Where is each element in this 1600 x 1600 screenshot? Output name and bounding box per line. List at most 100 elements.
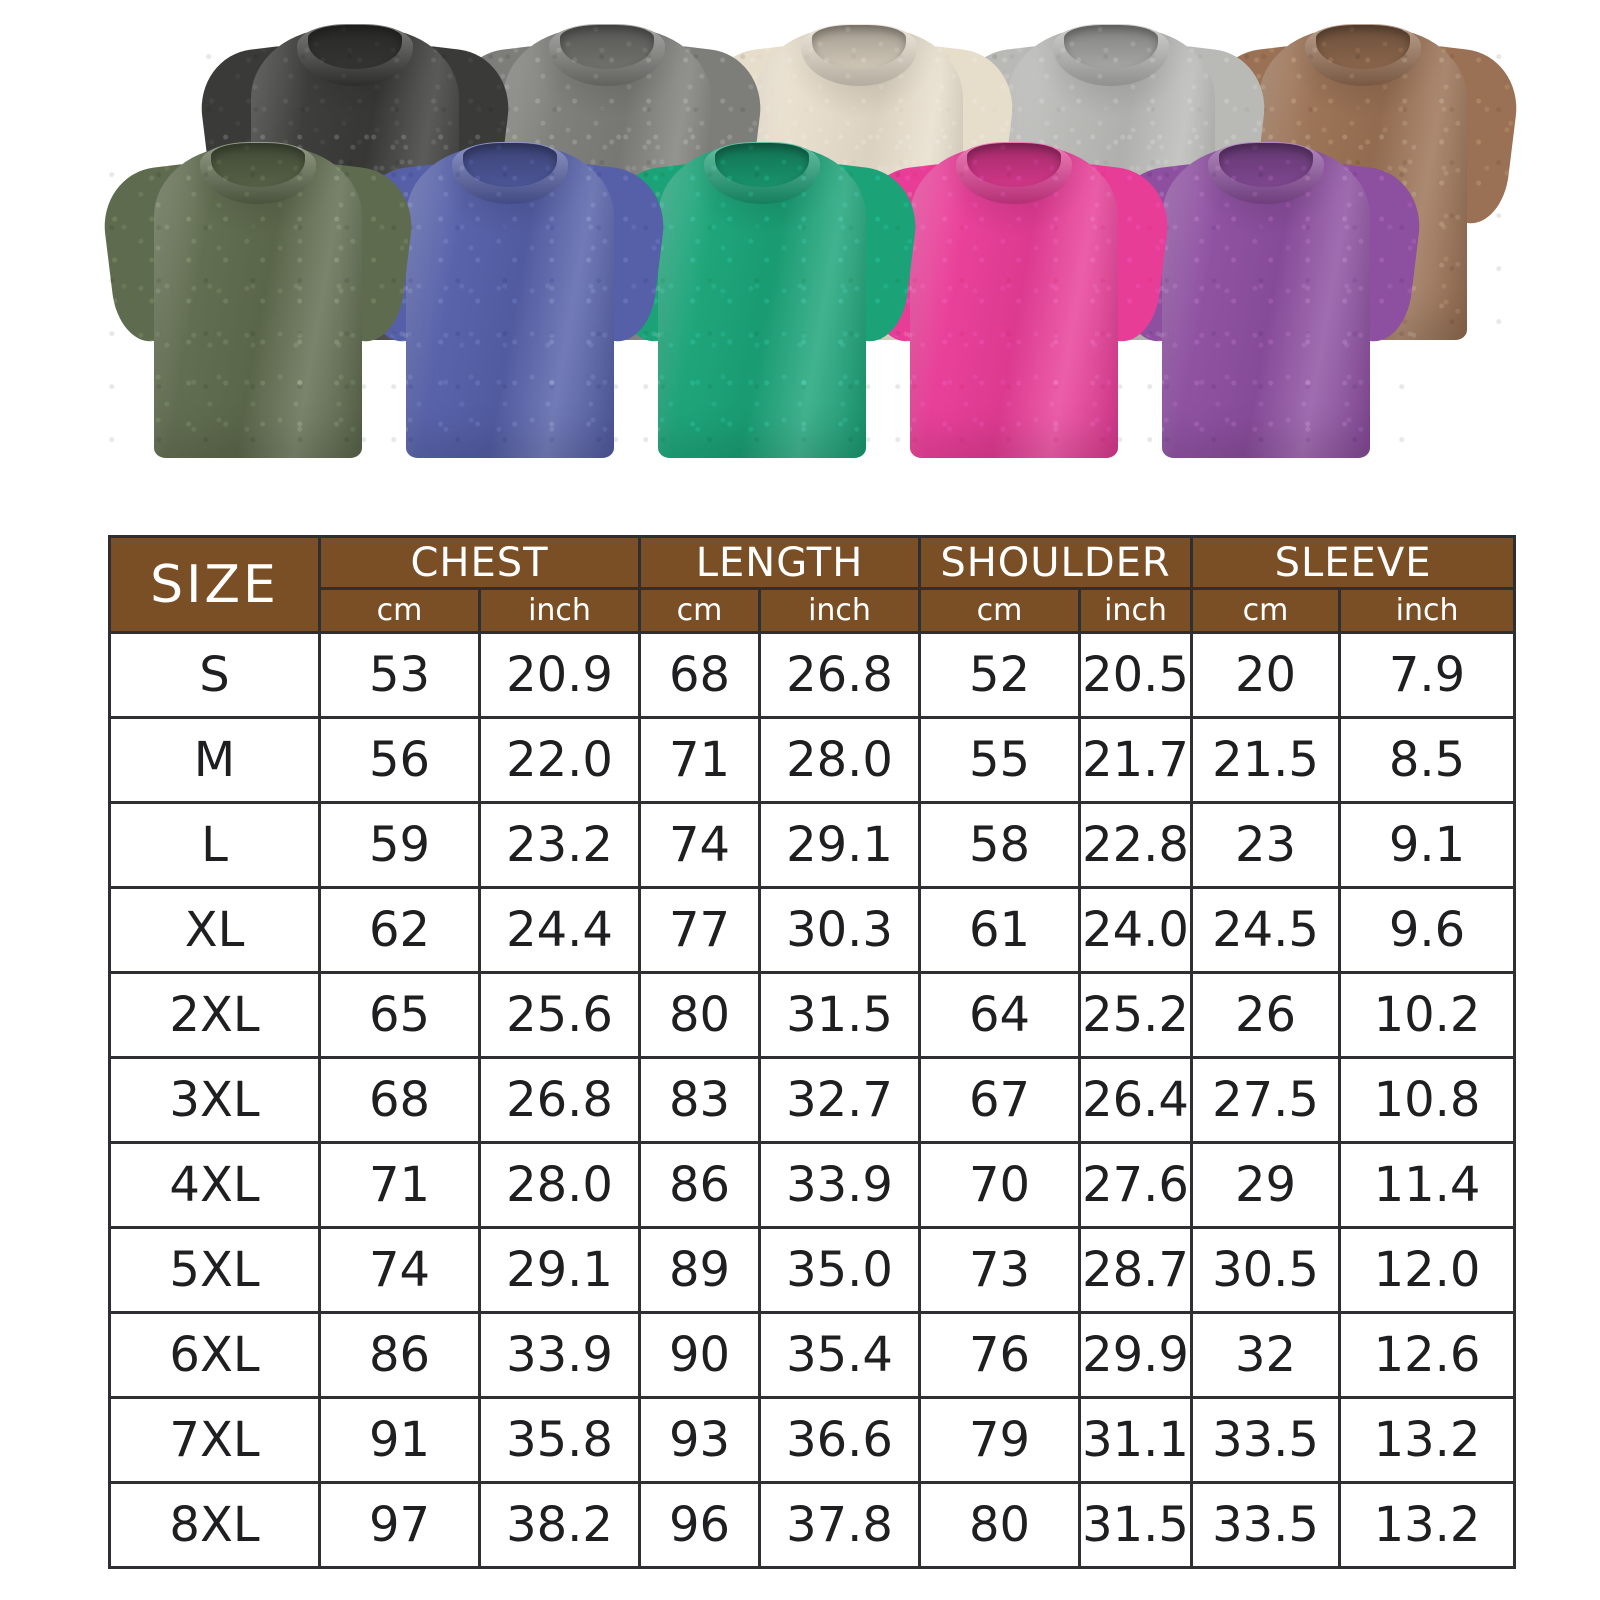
- shirt-body: [406, 146, 614, 458]
- cell-measurement: 33.5: [1190, 1481, 1342, 1569]
- cell-measurement: 28.0: [477, 1141, 642, 1229]
- cell-measurement: 56: [318, 716, 481, 804]
- cell-measurement: 38.2: [477, 1481, 642, 1569]
- cell-size: 8XL: [108, 1481, 321, 1569]
- cell-measurement: 89: [638, 1226, 762, 1314]
- cell-size: 2XL: [108, 971, 321, 1059]
- header-sleeve: SLEEVE: [1190, 535, 1517, 590]
- cell-measurement: 73: [918, 1226, 1082, 1314]
- cell-size: XL: [108, 886, 321, 974]
- cell-measurement: 74: [318, 1226, 481, 1314]
- cell-measurement: 20.9: [477, 631, 642, 719]
- table-row: S 53 20.9 68 26.8 52 20.5 20 7.9: [108, 631, 1517, 719]
- cell-measurement: 64: [918, 971, 1082, 1059]
- table-row: 7XL 91 35.8 93 36.6 79 31.1 33.5 13.2: [108, 1396, 1517, 1484]
- cell-measurement: 33.5: [1190, 1396, 1342, 1484]
- cell-size: 7XL: [108, 1396, 321, 1484]
- cell-measurement: 53: [318, 631, 481, 719]
- cell-measurement: 61: [918, 886, 1082, 974]
- cell-measurement: 37.8: [758, 1481, 922, 1569]
- collar-opening: [715, 143, 809, 187]
- cell-measurement: 24.5: [1190, 886, 1342, 974]
- collar-opening: [1064, 25, 1158, 69]
- cell-measurement: 12.0: [1338, 1226, 1517, 1314]
- cell-size: S: [108, 631, 321, 719]
- cell-measurement: 30.5: [1190, 1226, 1342, 1314]
- collar-opening: [211, 143, 305, 187]
- cell-measurement: 31.5: [758, 971, 922, 1059]
- collar-opening: [812, 25, 906, 69]
- cell-measurement: 23: [1190, 801, 1342, 889]
- cell-size: 4XL: [108, 1141, 321, 1229]
- cell-measurement: 27.6: [1078, 1141, 1194, 1229]
- cell-measurement: 12.6: [1338, 1311, 1517, 1399]
- cell-measurement: 9.6: [1338, 886, 1517, 974]
- cell-measurement: 9.1: [1338, 801, 1517, 889]
- cell-size: 5XL: [108, 1226, 321, 1314]
- cell-measurement: 52: [918, 631, 1082, 719]
- cell-size: L: [108, 801, 321, 889]
- cell-measurement: 21.5: [1190, 716, 1342, 804]
- olive-washed-tee: [97, 128, 419, 458]
- collar-opening: [1219, 143, 1313, 187]
- header-unit-chest-inch: inch: [477, 587, 642, 634]
- cell-measurement: 33.9: [758, 1141, 922, 1229]
- cell-measurement: 30.3: [758, 886, 922, 974]
- cell-size: 6XL: [108, 1311, 321, 1399]
- table-row: 6XL 86 33.9 90 35.4 76 29.9 32 12.6: [108, 1311, 1517, 1399]
- cell-measurement: 22.0: [477, 716, 642, 804]
- table-row: 2XL 65 25.6 80 31.5 64 25.2 26 10.2: [108, 971, 1517, 1059]
- cell-measurement: 93: [638, 1396, 762, 1484]
- header-length: LENGTH: [638, 535, 922, 590]
- cell-measurement: 55: [918, 716, 1082, 804]
- cell-measurement: 26.8: [477, 1056, 642, 1144]
- header-unit-sleeve-cm: cm: [1190, 587, 1342, 634]
- table-row: 5XL 74 29.1 89 35.0 73 28.7 30.5 12.0: [108, 1226, 1517, 1314]
- cell-measurement: 25.6: [477, 971, 642, 1059]
- product-photo-collage: [0, 0, 1600, 505]
- collar-opening: [967, 143, 1061, 187]
- cell-measurement: 29.1: [477, 1226, 642, 1314]
- cell-measurement: 8.5: [1338, 716, 1517, 804]
- cell-measurement: 97: [318, 1481, 481, 1569]
- cell-measurement: 24.4: [477, 886, 642, 974]
- header-unit-sleeve-inch: inch: [1338, 587, 1517, 634]
- header-chest: CHEST: [317, 535, 642, 590]
- header-unit-length-inch: inch: [758, 587, 922, 634]
- cell-measurement: 80: [918, 1481, 1082, 1569]
- cell-measurement: 79: [918, 1396, 1082, 1484]
- cell-measurement: 29.1: [758, 801, 922, 889]
- table-body: S 53 20.9 68 26.8 52 20.5 20 7.9 M 56 22.0 71 28.0 55 2…: [108, 631, 1517, 1569]
- cell-size: 3XL: [108, 1056, 321, 1144]
- cell-measurement: 90: [638, 1311, 762, 1399]
- cell-measurement: 71: [638, 716, 762, 804]
- cell-measurement: 71: [318, 1141, 481, 1229]
- header-row-groups: SIZE CHEST LENGTH SHOULDER SLEEVE: [108, 535, 1517, 634]
- collar-opening: [463, 143, 557, 187]
- cell-measurement: 26.4: [1078, 1056, 1194, 1144]
- cell-measurement: 20.5: [1078, 631, 1194, 719]
- cell-measurement: 59: [318, 801, 481, 889]
- cell-measurement: 32.7: [758, 1056, 922, 1144]
- cell-measurement: 35.0: [758, 1226, 922, 1314]
- cell-size: M: [108, 716, 321, 804]
- cell-measurement: 11.4: [1338, 1141, 1517, 1229]
- cell-measurement: 22.8: [1078, 801, 1194, 889]
- table-row: L 59 23.2 74 29.1 58 22.8 23 9.1: [108, 801, 1517, 889]
- cell-measurement: 96: [638, 1481, 762, 1569]
- header-unit-chest-cm: cm: [318, 587, 481, 634]
- table-row: 4XL 71 28.0 86 33.9 70 27.6 29 11.4: [108, 1141, 1517, 1229]
- cell-measurement: 68: [318, 1056, 481, 1144]
- cell-measurement: 70: [918, 1141, 1082, 1229]
- cell-measurement: 32: [1190, 1311, 1342, 1399]
- cell-measurement: 23.2: [477, 801, 642, 889]
- cell-measurement: 29: [1190, 1141, 1342, 1229]
- cell-measurement: 26.8: [758, 631, 922, 719]
- cell-measurement: 65: [318, 971, 481, 1059]
- cell-measurement: 20: [1190, 631, 1342, 719]
- table-row: 8XL 97 38.2 96 37.8 80 31.5 33.5 13.2: [108, 1481, 1517, 1569]
- cell-measurement: 86: [638, 1141, 762, 1229]
- cell-measurement: 13.2: [1338, 1396, 1517, 1484]
- table-row: XL 62 24.4 77 30.3 61 24.0 24.5 9.6: [108, 886, 1517, 974]
